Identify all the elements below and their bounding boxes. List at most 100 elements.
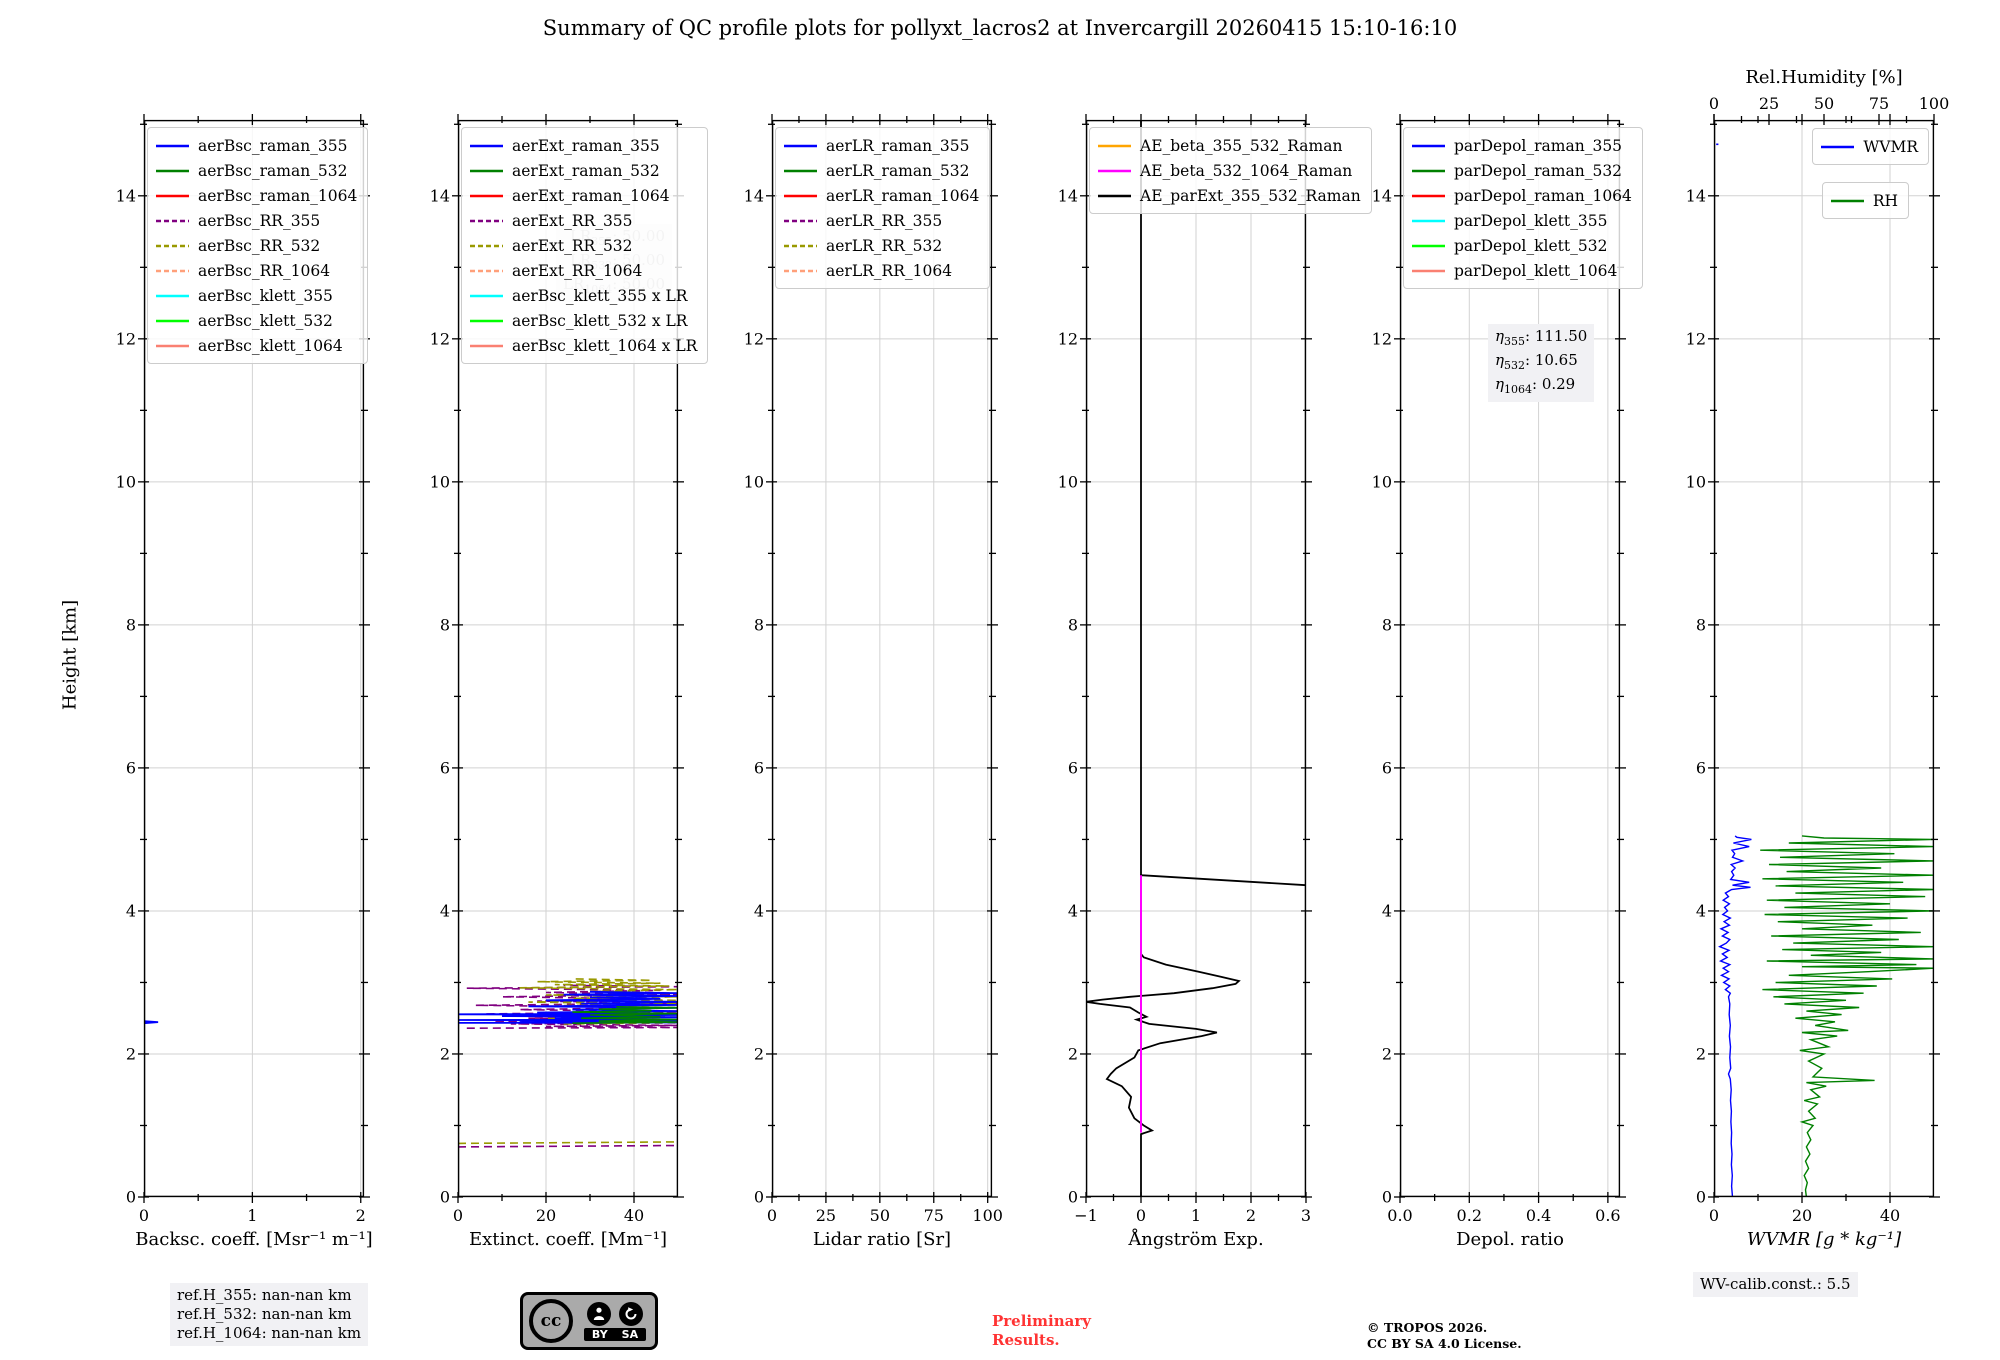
x-tick-label: 1 (1190, 1206, 1202, 1225)
y-tick-label: 12 (429, 329, 450, 349)
y-tick-label: 14 (429, 186, 450, 206)
legend-label: aerBsc_klett_532 (198, 311, 333, 330)
y-tick-label: 14 (1371, 186, 1392, 206)
y-tick-label: 2 (753, 1044, 764, 1064)
x-tick-label: 0.2 (1456, 1206, 1483, 1225)
legend-item-AE_beta_532_1064_Raman: AE_beta_532_1064_Raman (1098, 158, 1361, 183)
legend-label: aerBsc_raman_1064 (198, 186, 358, 205)
legend-label: parDepol_raman_355 (1454, 136, 1623, 155)
cc-badge-icons (587, 1301, 643, 1326)
eta-sub: 532 (1504, 359, 1525, 372)
y-tick-label: 0 (125, 1187, 136, 1207)
cc-badge-right: BY SA (581, 1301, 649, 1341)
eta-symbol: η (1495, 351, 1504, 369)
legend-label: aerBsc_raman_355 (198, 136, 348, 155)
preliminary-line-1: Preliminary (992, 1312, 1091, 1330)
x-tick-label: 25 (815, 1206, 837, 1225)
legend-swatch (1412, 269, 1445, 272)
eta-symbol: η (1495, 375, 1504, 393)
y-tick-label: 4 (125, 901, 136, 921)
legend-swatch (1830, 199, 1864, 202)
legend-label: parDepol_klett_1064 (1454, 261, 1618, 280)
legend-swatch (156, 169, 189, 172)
rh-top-tick-label: 25 (1758, 94, 1780, 113)
x-axis-label-extinction: Extinct. coeff. [Mm⁻¹] (468, 1229, 668, 1250)
copyright-credit: © TROPOS 2026. CC BY SA 4.0 License. (1367, 1320, 1522, 1352)
legend-extinction: aerExt_raman_355 aerExt_raman_532 aerExt_r… (461, 127, 709, 364)
legend-label: aerBsc_klett_1064 (198, 336, 343, 355)
panel-extinction: LR355: 50.00 LR532: 50.00 LR1064: 50.00 … (430, 114, 709, 1250)
legend-item-aerBsc_klett_532 x LR: aerBsc_klett_532 x LR (470, 308, 697, 333)
legend-item-aerBsc_RR_532: aerBsc_RR_532 (156, 233, 357, 258)
cc-license-badge: cc BY SA (520, 1292, 658, 1350)
y-tick-label: 6 (1381, 758, 1392, 778)
legend-item-aerExt_RR_1064: aerExt_RR_1064 (470, 258, 697, 283)
legend-label: AE_beta_355_532_Raman (1140, 136, 1343, 155)
x-axis-label-backscatter: Backsc. coeff. [Msr⁻¹ m⁻¹] (135, 1229, 373, 1250)
panel-angstroem: AE_beta_355_532_Raman AE_beta_532_1064_Ra… (1058, 114, 1372, 1250)
series-WVMR (1718, 835, 1752, 1197)
legend-label: aerExt_raman_532 (512, 161, 660, 180)
legend-swatch (1821, 145, 1855, 148)
x-axis-label-depol: Depol. ratio (1456, 1229, 1564, 1250)
eta-532-line: η532: 10.65 (1495, 351, 1587, 375)
legend-label: aerLR_raman_532 (826, 161, 970, 180)
credit-line-1: © TROPOS 2026. (1367, 1320, 1488, 1335)
legend-swatch (470, 194, 503, 197)
y-tick-label: 12 (743, 329, 764, 349)
y-tick-label: 8 (125, 615, 136, 635)
y-tick-label: 10 (429, 472, 450, 492)
y-tick-label: 0 (1381, 1187, 1392, 1207)
legend-label: aerExt_raman_355 (512, 136, 660, 155)
legend-wvmr: WVMR (1812, 128, 1929, 165)
series-aerExt_RR_355 (466, 984, 678, 1030)
legend-label: parDepol_raman_1064 (1454, 186, 1632, 205)
x-tick-label: 2 (355, 1206, 366, 1225)
series-aerBsc_raman_355 (144, 1020, 159, 1025)
x-tick-label: 40 (1879, 1206, 1901, 1225)
x-axis-label-lidar-ratio: Lidar ratio [Sr] (812, 1229, 952, 1250)
legend-item-aerLR_RR_1064: aerLR_RR_1064 (784, 258, 979, 283)
legend-swatch (470, 294, 503, 297)
legend-swatch (470, 344, 503, 347)
legend-rh: RH (1821, 182, 1909, 219)
legend-label: aerBsc_klett_355 (198, 286, 333, 305)
y-tick-label: 14 (743, 186, 764, 206)
series-AE_parExt_355_532_Raman (1086, 874, 1306, 1197)
legend-swatch (470, 244, 503, 247)
x-tick-label: −1 (1074, 1206, 1098, 1225)
legend-label: aerBsc_raman_532 (198, 161, 348, 180)
legend-label: aerBsc_RR_532 (198, 236, 321, 255)
x-tick-label: 0 (1135, 1206, 1147, 1225)
legend-angstroem: AE_beta_355_532_Raman AE_beta_532_1064_Ra… (1089, 127, 1372, 214)
y-tick-label: 2 (1381, 1044, 1392, 1064)
wv-calibration-annotation: WV-calib.const.: 5.5 (1693, 1272, 1858, 1297)
y-tick-label: 12 (115, 329, 136, 349)
eta-calibration-annotation: η355: 111.50 η532: 10.65 η1064: 0.29 (1488, 324, 1595, 402)
legend-item-aerBsc_klett_1064: aerBsc_klett_1064 (156, 333, 357, 358)
y-tick-label: 6 (753, 758, 764, 778)
top-axis-label-rh: Rel.Humidity [%] (1745, 67, 1903, 88)
legend-item-aerExt_raman_1064: aerExt_raman_1064 (470, 183, 697, 208)
legend-swatch (784, 169, 817, 172)
legend-item-aerLR_RR_532: aerLR_RR_532 (784, 233, 979, 258)
x-tick-label: 0.0 (1387, 1206, 1413, 1225)
legend-label: aerLR_RR_1064 (826, 261, 953, 280)
legend-label: aerLR_raman_1064 (826, 186, 980, 205)
series-aerExt_RR_355_low (458, 1144, 678, 1148)
eta-sub: 1064 (1504, 383, 1532, 396)
legend-label: aerLR_RR_532 (826, 236, 943, 255)
legend-label: aerBsc_RR_355 (198, 211, 321, 230)
rh-top-tick-label: 0 (1708, 94, 1720, 113)
legend-swatch (156, 319, 189, 322)
legend-item-aerBsc_raman_1064: aerBsc_raman_1064 (156, 183, 357, 208)
cc-icon: cc (529, 1299, 573, 1343)
y-tick-label: 4 (1695, 901, 1706, 921)
x-tick-label: 40 (623, 1206, 645, 1225)
y-tick-label: 10 (1371, 472, 1392, 492)
eta-value: : 10.65 (1525, 351, 1578, 369)
preliminary-line-2: Results. (992, 1331, 1060, 1349)
eta-sub: 355 (1504, 335, 1525, 348)
legend-label: aerLR_raman_355 (826, 136, 970, 155)
legend-item-aerLR_raman_1064: aerLR_raman_1064 (784, 183, 979, 208)
